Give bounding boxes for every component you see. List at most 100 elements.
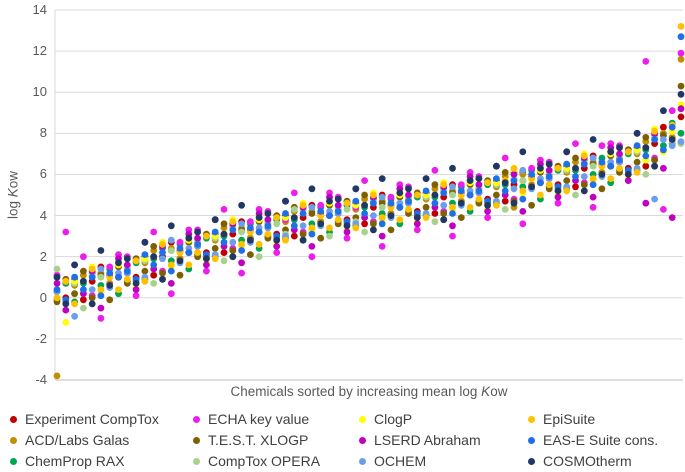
data-point xyxy=(642,199,650,207)
data-point xyxy=(334,195,342,203)
data-point xyxy=(308,253,316,261)
data-point xyxy=(185,234,193,242)
legend-marker-icon xyxy=(193,437,200,444)
data-point xyxy=(422,187,430,195)
data-point xyxy=(132,257,140,265)
data-point xyxy=(80,286,87,293)
legend-item-chemprop-rax: ChemProp RAX xyxy=(10,454,159,469)
data-point xyxy=(387,226,395,234)
data-point xyxy=(317,234,325,242)
data-point xyxy=(616,164,623,172)
data-point xyxy=(580,181,588,189)
data-point xyxy=(361,201,368,209)
legend-label: EpiSuite xyxy=(543,411,596,427)
x-axis-title-suffix: ow xyxy=(490,384,508,399)
data-point xyxy=(457,214,465,222)
data-point xyxy=(167,290,175,298)
data-point xyxy=(238,201,246,209)
data-point xyxy=(396,203,404,211)
y-tick-label--4: -4 xyxy=(35,372,47,387)
data-point xyxy=(53,280,61,287)
y-tick-label-0: 0 xyxy=(39,289,47,305)
y-tick-label-4: 4 xyxy=(39,207,47,223)
data-point xyxy=(88,273,96,281)
data-point xyxy=(62,300,70,308)
data-point xyxy=(203,267,210,275)
data-point xyxy=(229,247,237,254)
y-tick-label-2: 2 xyxy=(39,248,47,264)
data-point xyxy=(97,247,105,254)
data-point xyxy=(229,238,237,246)
data-point xyxy=(238,220,246,228)
data-point xyxy=(624,177,632,185)
data-point xyxy=(167,280,175,287)
data-point xyxy=(378,243,386,250)
data-point xyxy=(449,203,456,211)
legend-item-eas-e-suite-cons: EAS-E Suite cons. xyxy=(528,433,658,448)
data-point xyxy=(510,177,518,185)
data-point xyxy=(378,193,386,201)
data-point xyxy=(440,201,448,209)
data-point xyxy=(317,208,325,215)
data-point xyxy=(580,173,588,180)
data-point xyxy=(484,214,491,222)
data-point xyxy=(422,214,430,222)
data-point xyxy=(396,216,404,224)
data-point xyxy=(194,234,202,242)
data-point xyxy=(431,166,439,174)
data-point xyxy=(361,177,368,185)
data-point xyxy=(71,290,78,298)
data-point xyxy=(106,296,114,304)
data-point xyxy=(449,210,456,217)
data-point xyxy=(493,191,500,199)
data-point xyxy=(123,261,131,269)
x-axis-title-italic: K xyxy=(481,384,491,399)
data-point xyxy=(88,300,96,308)
data-point xyxy=(660,136,667,143)
data-point xyxy=(141,251,149,258)
data-point xyxy=(466,191,474,199)
data-point xyxy=(308,203,316,211)
data-point xyxy=(677,49,685,57)
data-point xyxy=(53,265,61,273)
data-point xyxy=(80,253,87,261)
data-point xyxy=(510,171,518,178)
data-point xyxy=(466,203,474,211)
data-point xyxy=(247,224,254,232)
data-point xyxy=(572,191,579,199)
data-point xyxy=(88,265,96,273)
data-point xyxy=(264,216,272,224)
data-point xyxy=(528,164,535,172)
data-point xyxy=(290,206,298,213)
legend-column-1: Experiment CompTox ACD/Labs Galas ChemProp… xyxy=(10,412,159,472)
data-point xyxy=(273,220,281,228)
data-point xyxy=(572,183,579,191)
data-point xyxy=(677,113,685,121)
data-point xyxy=(150,253,158,261)
data-point xyxy=(361,191,368,199)
data-point xyxy=(554,193,562,201)
data-point xyxy=(317,220,325,228)
data-point xyxy=(440,189,448,197)
data-point xyxy=(62,228,70,236)
data-point xyxy=(159,240,166,248)
legend-item-clogp: ClogP xyxy=(359,412,481,427)
data-point xyxy=(176,238,184,246)
data-point xyxy=(387,193,395,201)
data-point xyxy=(88,286,96,293)
legend-marker-icon xyxy=(10,416,17,423)
data-point xyxy=(326,224,333,232)
y-tick-label-10: 10 xyxy=(32,84,47,100)
data-point xyxy=(132,286,140,293)
data-point xyxy=(449,164,456,172)
data-point xyxy=(668,214,676,222)
data-point xyxy=(211,255,219,263)
data-point xyxy=(422,175,430,183)
data-point xyxy=(387,199,395,207)
data-point xyxy=(159,269,166,277)
legend-label: T.E.S.T. XLOGP xyxy=(208,432,309,448)
legend-label: COSMOtherm xyxy=(543,453,632,469)
data-point xyxy=(97,304,105,312)
data-point xyxy=(167,236,175,244)
